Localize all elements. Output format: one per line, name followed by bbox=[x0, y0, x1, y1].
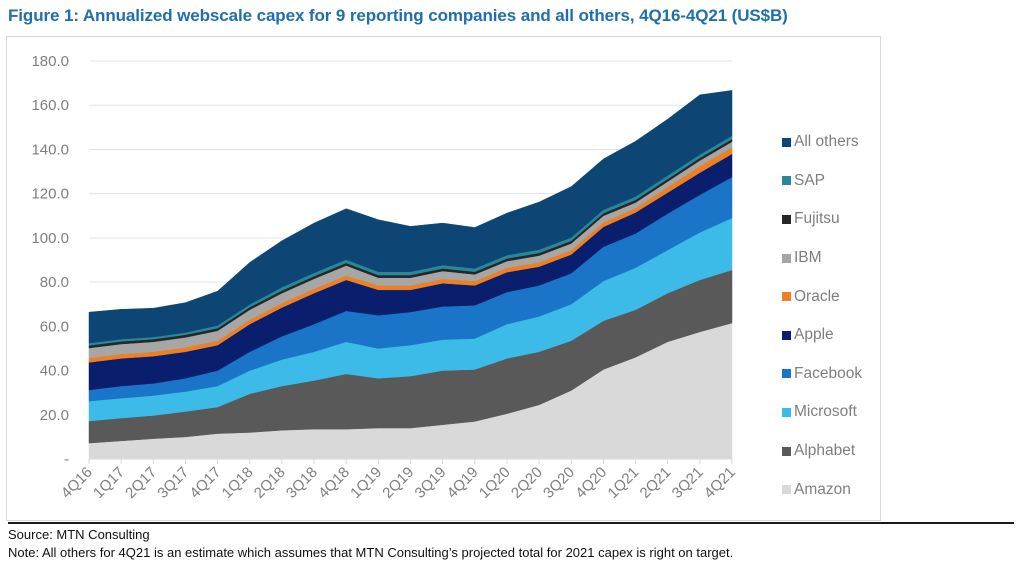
legend-label: Apple bbox=[794, 326, 834, 344]
x-tick-label: 2Q19 bbox=[379, 464, 417, 502]
stacked-area-chart: - 20.0 40.0 60.0 80.0 100.0 120.0 140.0 160.0 180… bbox=[31, 53, 739, 502]
x-tick-label: 2Q20 bbox=[508, 464, 546, 502]
legend-swatch bbox=[782, 330, 791, 340]
x-tick-label: 1Q18 bbox=[219, 464, 257, 502]
legend-item: Apple bbox=[782, 316, 862, 355]
legend-swatch bbox=[782, 485, 791, 495]
legend-label: Alphabet bbox=[794, 442, 856, 460]
x-tick-label: 4Q19 bbox=[444, 464, 482, 502]
x-tick-labels: 4Q161Q172Q173Q174Q171Q182Q183Q184Q181Q19… bbox=[58, 464, 739, 502]
legend-swatch bbox=[782, 176, 791, 186]
x-tick-label: 4Q18 bbox=[315, 464, 353, 502]
legend-label: IBM bbox=[794, 249, 822, 267]
legend-swatch bbox=[782, 253, 791, 263]
legend-item: SAP bbox=[782, 162, 862, 201]
legend-item: Fujitsu bbox=[782, 200, 862, 239]
note-text: Note: All others for 4Q21 is an estimate… bbox=[8, 545, 734, 560]
legend-swatch bbox=[782, 137, 791, 147]
x-tick-label: 4Q21 bbox=[701, 464, 739, 502]
legend-label: SAP bbox=[794, 171, 826, 189]
legend-label: Oracle bbox=[794, 287, 840, 305]
x-tick-label: 1Q20 bbox=[476, 464, 514, 502]
x-tick-label: 3Q19 bbox=[412, 464, 450, 502]
legend-item: Oracle bbox=[782, 277, 862, 316]
x-tick-label: 3Q18 bbox=[283, 464, 321, 502]
area-all-others bbox=[88, 90, 733, 344]
y-tick-label: - bbox=[64, 451, 69, 468]
legend: All others SAP Fujitsu IBM Oracle Apple Facebo… bbox=[782, 123, 862, 509]
legend-label: All others bbox=[794, 133, 859, 151]
legend-swatch bbox=[782, 369, 791, 379]
legend-item: Alphabet bbox=[782, 432, 862, 471]
legend-item: IBM bbox=[782, 239, 862, 278]
x-tick-label: 2Q18 bbox=[251, 464, 289, 502]
legend-swatch bbox=[782, 292, 791, 302]
legend-label: Microsoft bbox=[794, 403, 857, 421]
x-tick-label: 3Q21 bbox=[669, 464, 707, 502]
x-tick-label: 1Q17 bbox=[90, 464, 128, 502]
x-tick-label: 3Q17 bbox=[154, 464, 192, 502]
y-tick-label: 120.0 bbox=[31, 186, 69, 203]
y-tick-label: 80.0 bbox=[40, 274, 69, 291]
legend-item: Facebook bbox=[782, 355, 862, 394]
x-tick-label: 3Q20 bbox=[540, 464, 578, 502]
x-tick-label: 4Q16 bbox=[58, 464, 96, 502]
x-tick-label: 1Q21 bbox=[604, 464, 642, 502]
legend-swatch bbox=[782, 407, 791, 417]
legend-item: Microsoft bbox=[782, 393, 862, 432]
legend-swatch bbox=[782, 446, 791, 456]
figure-title: Figure 1: Annualized webscale capex for … bbox=[8, 6, 788, 25]
x-tick-label: 2Q21 bbox=[637, 464, 675, 502]
y-tick-label: 160.0 bbox=[31, 97, 69, 114]
x-tick-label: 2Q17 bbox=[122, 464, 160, 502]
y-tick-label: 140.0 bbox=[31, 141, 69, 158]
y-tick-label: 100.0 bbox=[31, 230, 69, 247]
source-text: Source: MTN Consulting bbox=[8, 527, 150, 542]
legend-swatch bbox=[782, 214, 791, 224]
legend-label: Amazon bbox=[794, 480, 851, 498]
area-series bbox=[88, 90, 733, 460]
y-tick-label: 60.0 bbox=[40, 318, 69, 335]
y-tick-labels: - 20.0 40.0 60.0 80.0 100.0 120.0 140.0 160.0 180… bbox=[31, 53, 69, 468]
legend-label: Facebook bbox=[794, 364, 863, 382]
legend-label: Fujitsu bbox=[794, 210, 840, 228]
legend-item: All others bbox=[782, 123, 862, 162]
axes bbox=[88, 458, 733, 464]
x-tick-label: 1Q19 bbox=[347, 464, 385, 502]
y-tick-label: 20.0 bbox=[40, 407, 69, 424]
x-tick-label: 4Q17 bbox=[186, 464, 224, 502]
y-tick-label: 40.0 bbox=[40, 363, 69, 380]
legend-item: Amazon bbox=[782, 470, 862, 509]
chart-frame: - 20.0 40.0 60.0 80.0 100.0 120.0 140.0 160.0 180… bbox=[6, 36, 881, 521]
divider bbox=[8, 522, 1014, 524]
y-tick-label: 180.0 bbox=[31, 53, 69, 70]
x-tick-label: 4Q20 bbox=[572, 464, 610, 502]
